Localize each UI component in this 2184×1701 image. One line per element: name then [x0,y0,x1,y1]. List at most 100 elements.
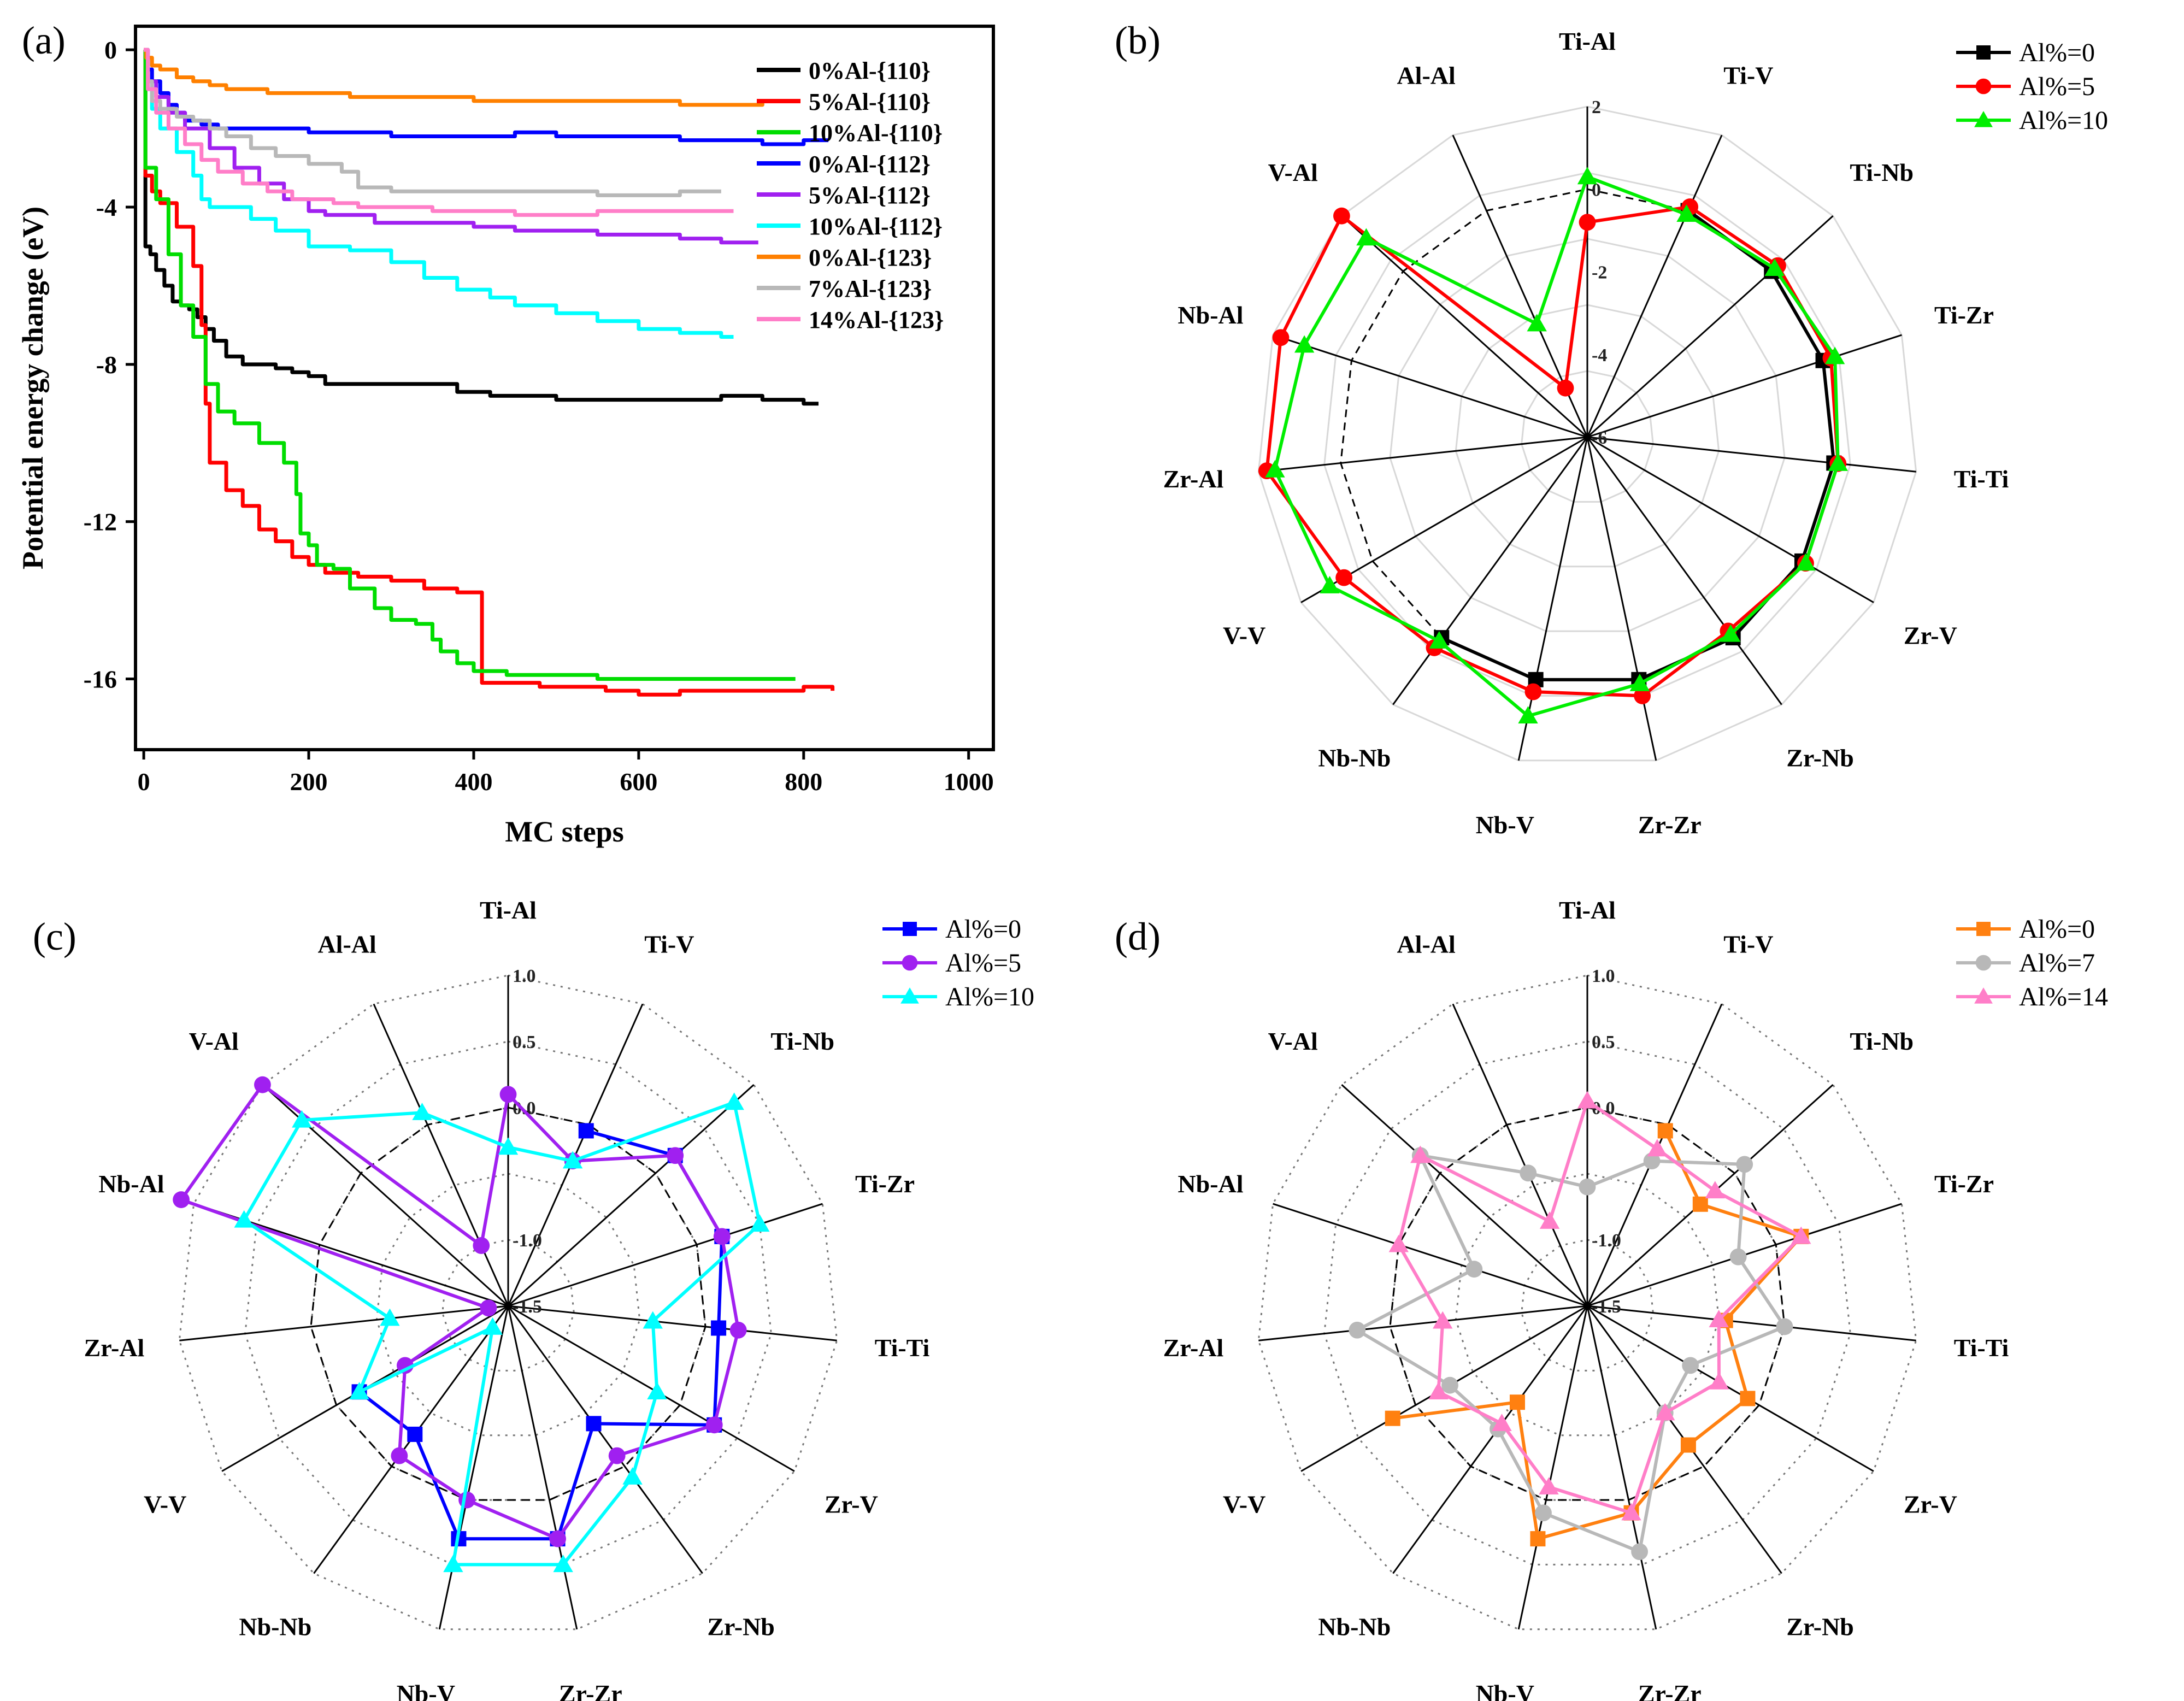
radar-data-point [1776,1318,1793,1335]
panel-d-label: (d) [1115,915,1161,958]
radar-data-point [1657,1123,1673,1139]
category-label: V-Al [1268,1027,1318,1055]
radial-tick-label: -2 [1592,263,1607,283]
radar-data-point [349,1382,369,1399]
radar-data-point [499,1086,517,1103]
category-label: V-Al [189,1027,239,1055]
radar-data-point [553,1555,573,1573]
legend-swatch-marker [903,922,917,936]
category-label: Nb-Al [1178,301,1243,329]
radar-spoke [438,1305,509,1630]
radial-tick-label: 1.0 [1592,966,1615,986]
radar-data-point [473,1237,490,1254]
x-tick-label: 0 [138,768,150,796]
radar-spoke [1586,1305,1657,1630]
series-line-3 [143,48,796,681]
radar-data-point [724,1092,744,1110]
radar-data-point [173,1191,190,1208]
legend-swatch-marker [1976,45,1991,60]
legend-swatch-marker [1975,955,1992,971]
radar-data-point [1518,706,1538,724]
panel-a-y-axis-title: Potential energy change (eV) [16,207,49,569]
category-label: V-Al [1268,158,1318,186]
radar-spoke [1452,1003,1588,1306]
category-label: Zr-V [1904,622,1957,650]
panel-d-radar-chart: (d) 1.00.50.0-1.0-1.5Ti-AlTi-VTi-NbTi-Zr… [1115,896,2108,1701]
radar-spoke [1258,1305,1588,1341]
radar-data-point [1577,1091,1598,1109]
x-tick-label: 200 [290,768,328,796]
radar-data-point [1539,1477,1559,1495]
radar-spoke [1587,334,1902,438]
radar-series-line-2 [179,1083,740,1541]
radar-data-point [1709,1310,1729,1327]
radar-data-point [1579,214,1596,231]
panel-d-plot: 1.00.50.0-1.0-1.5Ti-AlTi-VTi-NbTi-ZrTi-T… [1163,896,2009,1701]
radar-spoke [1341,1084,1588,1307]
category-label: Ti-V [1723,62,1773,90]
radar-data-point [482,1317,503,1335]
category-label: Ti-Ti [1954,1334,2009,1362]
legend-swatch-marker [902,955,918,971]
radar-spoke [1258,436,1588,473]
radar-spoke [1517,1305,1588,1630]
radar-data-point [1557,379,1574,397]
category-label: Ti-Nb [1850,1027,1914,1055]
panel-a-series-group [143,48,835,697]
radar-data-point [1320,576,1340,593]
radar-data-point [443,1555,463,1573]
category-label: Ti-Al [1559,27,1616,55]
radar-spoke [507,1305,703,1574]
legend-label: Al%=0 [945,915,1021,944]
radar-data-point [562,1151,583,1169]
radar-grid-ring [1455,304,1720,568]
radar-data-point [1428,1382,1449,1399]
radar-data-point [380,1308,400,1326]
category-label: V-V [1223,622,1265,650]
radar-data-point [1577,167,1598,185]
radial-tick-label: -1.0 [1592,1231,1621,1251]
radar-data-point [1721,624,1741,642]
radar-data-point [480,1299,497,1317]
category-label: Ti-Zr [1934,301,1994,329]
legend-swatch-marker [1975,78,1992,95]
radar-series-line-3 [1397,1099,1803,1515]
legend-label: 10%Al-{110} [809,120,943,146]
radar-spoke [1587,1305,1874,1472]
series-line-8 [144,48,721,197]
radar-data-point [498,1137,519,1155]
radar-data-point [711,1320,727,1336]
radar-data-point [1349,1321,1366,1339]
panel-c-legend: Al%=0 Al%=5 Al%=10 [882,915,1034,1011]
legend-swatch-marker [1974,111,1993,127]
radar-spoke [1586,437,1657,761]
legend-swatch-marker [1976,922,1991,936]
legend-label: 5%Al-{110} [809,89,931,115]
radar-data-point [1736,1156,1753,1173]
radar-grid-ring [1323,172,1851,697]
radar-spoke [1587,1305,1916,1341]
category-label: Ti-Zr [855,1170,915,1198]
category-label: Nb-Al [98,1170,164,1198]
series-line-4 [144,48,829,146]
legend-label: Al%=0 [2019,38,2095,67]
radar-data-point [586,1416,602,1432]
radial-tick-label: -1.0 [513,1231,542,1251]
radar-data-point [1740,1391,1756,1406]
radar-data-point [1465,1261,1483,1278]
radar-data-point [1527,314,1547,332]
radial-tick-label: 1.0 [513,966,536,986]
category-label: Ti-Al [480,896,537,924]
category-label: Ti-V [644,931,694,958]
category-label: Zr-Zr [559,1680,622,1701]
radar-data-point [729,1321,747,1339]
category-label: Al-Al [1397,62,1455,90]
radar-data-point [705,1416,723,1434]
radar-data-point [1676,204,1697,222]
radar-data-point [1433,1311,1453,1329]
category-label: Zr-Zr [1638,811,1702,839]
radar-spoke [508,1305,795,1472]
radar-data-point [458,1491,475,1509]
radar-data-point [1791,1226,1811,1244]
radar-series-line-3 [242,1100,762,1567]
